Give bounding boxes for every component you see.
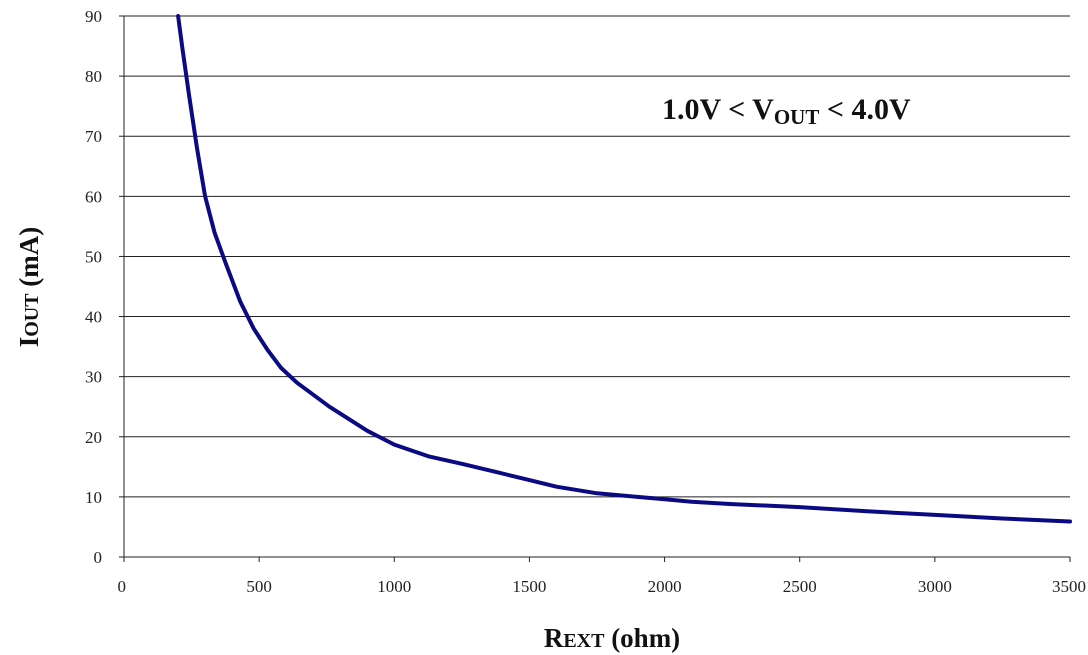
- y-tick-label-10: 10: [85, 488, 102, 507]
- y-tick-label-70: 70: [85, 127, 102, 146]
- axes: [119, 15, 1071, 562]
- chart-annotation: 1.0V < VOUT < 4.0V: [662, 93, 911, 129]
- x-tick-label-0: 0: [118, 577, 127, 596]
- x-tick-label-1500: 1500: [512, 577, 546, 596]
- x-axis-title: REXT (ohm): [544, 623, 680, 653]
- y-tick-label-0: 0: [94, 548, 103, 567]
- x-tick-label-3500: 3500: [1052, 577, 1086, 596]
- y-tick-label-30: 30: [85, 368, 102, 387]
- y-tick-label-20: 20: [85, 428, 102, 447]
- y-tick-label-80: 80: [85, 67, 102, 86]
- x-tick-labels: 0 500 1000 1500 2000 2500 3000 3500: [118, 577, 1087, 596]
- y-tick-label-60: 60: [85, 187, 102, 206]
- y-tick-labels: 0 10 20 30 40 50 60 70 80 90: [85, 7, 102, 567]
- y-tick-label-40: 40: [85, 308, 102, 327]
- y-tick-label-50: 50: [85, 247, 102, 266]
- y-tick-label-90: 90: [85, 7, 102, 26]
- grid-lines: [124, 15, 1070, 498]
- x-tick-label-3000: 3000: [918, 577, 952, 596]
- y-axis-title: IOUT (mA): [14, 227, 44, 348]
- series-layer: [176, 14, 1072, 524]
- x-tick-label-2500: 2500: [783, 577, 817, 596]
- x-tick-label-1000: 1000: [377, 577, 411, 596]
- x-tick-label-500: 500: [246, 577, 272, 596]
- series-line-0: [176, 14, 1072, 524]
- x-tick-label-2000: 2000: [648, 577, 682, 596]
